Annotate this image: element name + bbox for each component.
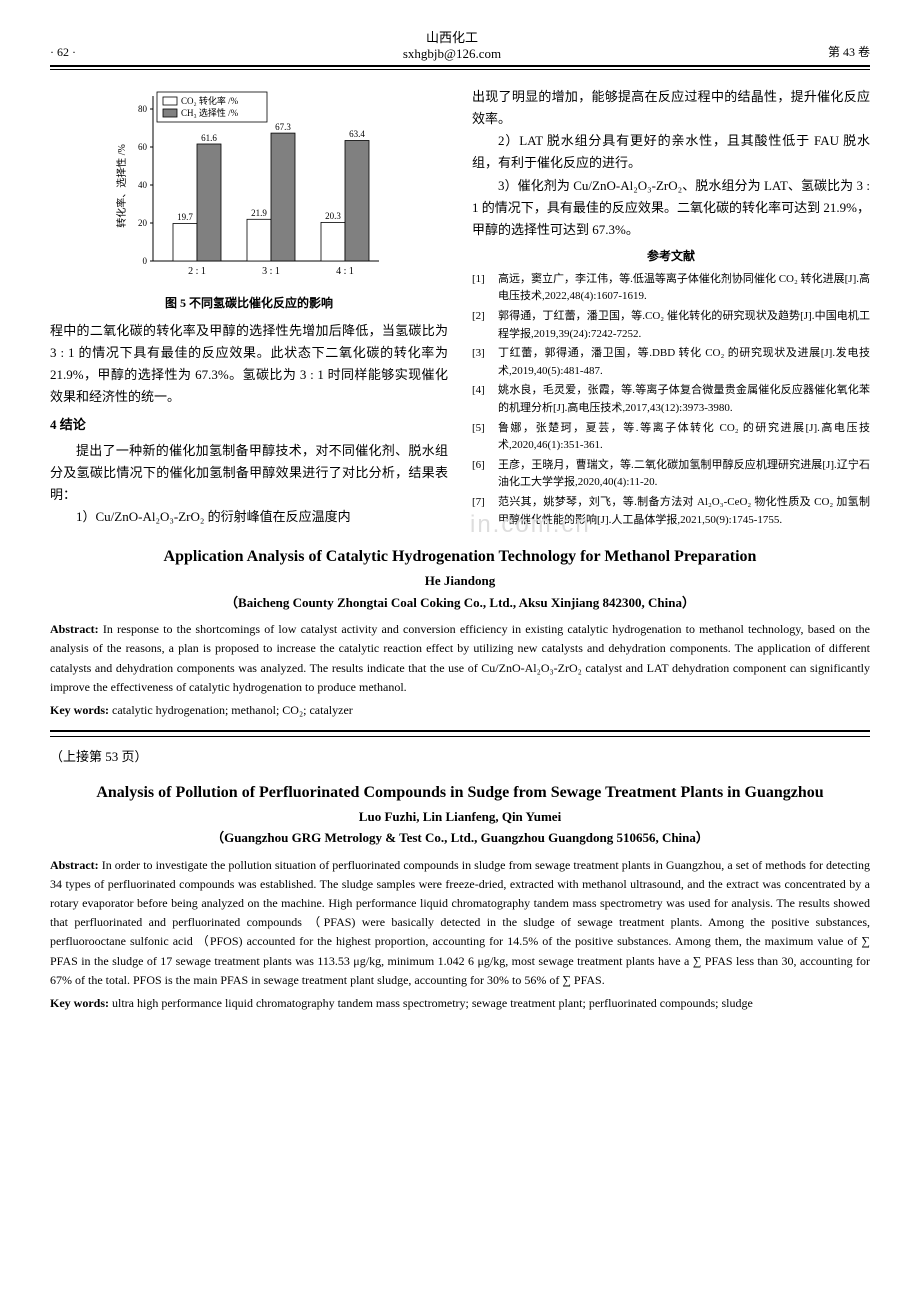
reference-text: 高远，窦立广，李江伟，等.低温等离子体催化剂协同催化 CO₂ 转化进展[J].高… [498, 271, 870, 306]
english-author-2: Luo Fuzhi, Lin Lianfeng, Qin Yumei [50, 807, 870, 827]
right-para-1: 出现了明显的增加，能够提高在反应过程中的结晶性，提升催化反应效率。 [472, 86, 870, 130]
abstract-label-2: Abstract: [50, 858, 99, 872]
volume-label: 第 43 卷 [828, 43, 870, 61]
svg-text:61.6: 61.6 [201, 133, 217, 143]
svg-text:80: 80 [138, 104, 148, 114]
abstract-text-1: In response to the shortcomings of low c… [50, 622, 870, 694]
reference-item: [5]鲁娜，张楚珂，夏芸，等.等离子体转化 CO₂ 的研究进展[J].高电压技术… [472, 420, 870, 455]
svg-text:2 : 1: 2 : 1 [188, 266, 206, 277]
journal-title: 山西化工 sxhgbjb@126.com [403, 30, 501, 61]
abstract-text-2: In order to investigate the pollution si… [50, 858, 870, 987]
english-abstract-1: Abstract: In response to the shortcoming… [50, 620, 870, 697]
svg-text:40: 40 [138, 180, 148, 190]
page-number: · 62 · [50, 43, 76, 61]
legend-1: CO₂ 转化率 /% [181, 95, 239, 106]
svg-text:20.3: 20.3 [325, 211, 341, 221]
reference-text: 丁红蕾，郭得通，潘卫国，等.DBD 转化 CO₂ 的研究现状及进展[J].发电技… [498, 345, 870, 380]
reference-text: 姚水良，毛灵爱，张霞，等.等离子体复合微量贵金属催化反应器催化氧化苯的机理分析[… [498, 382, 870, 417]
keywords-label-2: Key words: [50, 996, 109, 1010]
svg-text:19.7: 19.7 [177, 212, 193, 222]
section-4-heading: 4 结论 [50, 415, 448, 435]
reference-text: 王彦，王晓月，曹瑞文，等.二氧化碳加氢制甲醇反应机理研究进展[J].辽宁石油化工… [498, 457, 870, 492]
english-title-2: Analysis of Pollution of Perfluorinated … [50, 781, 870, 805]
english-keywords-2: Key words: ultra high performance liquid… [50, 994, 870, 1013]
right-para-2: 2）LAT 脱水组分具有更好的亲水性，且其酸性低于 FAU 脱水组，有利于催化反… [472, 130, 870, 174]
reference-item: [2]郭得通，丁红蕾，潘卫国，等.CO₂ 催化转化的研究现状及趋势[J].中国电… [472, 308, 870, 343]
reference-item: [3]丁红蕾，郭得通，潘卫国，等.DBD 转化 CO₂ 的研究现状及进展[J].… [472, 345, 870, 380]
svg-text:60: 60 [138, 142, 148, 152]
english-author-1: He Jiandong [50, 571, 870, 591]
reference-item: [1]高远，窦立广，李江伟，等.低温等离子体催化剂协同催化 CO₂ 转化进展[J… [472, 271, 870, 306]
reference-number: [2] [472, 308, 498, 343]
english-abstract-2: Abstract: In order to investigate the po… [50, 856, 870, 990]
page-header: · 62 · 山西化工 sxhgbjb@126.com 第 43 卷 [50, 30, 870, 67]
keywords-text-2: ultra high performance liquid chromatogr… [109, 996, 753, 1010]
reference-number: [3] [472, 345, 498, 380]
bar-chart: CO₂ 转化率 /% CH₃ 选择性 /% 0 20 40 60 80 [109, 86, 389, 286]
section-divider-thin [50, 736, 870, 737]
left-para-1: 程中的二氧化碳的转化率及甲醇的选择性先增加后降低，当氢碳比为 3 : 1 的情况… [50, 320, 448, 408]
journal-name: 山西化工 [403, 30, 501, 46]
svg-text:0: 0 [143, 256, 148, 266]
svg-text:4 : 1: 4 : 1 [336, 266, 354, 277]
left-para-3: 1）Cu/ZnO-Al₂O₃-ZrO₂ 的衍射峰值在反应温度内 [50, 506, 448, 528]
references-list: [1]高远，窦立广，李江伟，等.低温等离子体催化剂协同催化 CO₂ 转化进展[J… [472, 271, 870, 529]
reference-number: [7] [472, 494, 498, 529]
two-column-layout: CO₂ 转化率 /% CH₃ 选择性 /% 0 20 40 60 80 [50, 86, 870, 531]
left-column: CO₂ 转化率 /% CH₃ 选择性 /% 0 20 40 60 80 [50, 86, 448, 531]
chart-svg: CO₂ 转化率 /% CH₃ 选择性 /% 0 20 40 60 80 [109, 86, 389, 286]
english-affiliation-2: （Guangzhou GRG Metrology & Test Co., Ltd… [50, 828, 870, 848]
keywords-text-1: catalytic hydrogenation; methanol; CO₂; … [109, 703, 353, 717]
svg-text:21.9: 21.9 [251, 208, 267, 218]
reference-text: 范兴其，姚梦琴，刘飞，等.制备方法对 Al₂O₃-CeO₂ 物化性质及 CO₂ … [498, 494, 870, 529]
reference-item: [7]范兴其，姚梦琴，刘飞，等.制备方法对 Al₂O₃-CeO₂ 物化性质及 C… [472, 494, 870, 529]
reference-number: [4] [472, 382, 498, 417]
svg-text:转化率、选择性 /%: 转化率、选择性 /% [115, 144, 128, 228]
journal-email: sxhgbjb@126.com [403, 46, 501, 62]
reference-number: [5] [472, 420, 498, 455]
reference-text: 郭得通，丁红蕾，潘卫国，等.CO₂ 催化转化的研究现状及趋势[J].中国电机工程… [498, 308, 870, 343]
chart-caption: 图 5 不同氢碳比催化反应的影响 [50, 294, 448, 312]
svg-text:20: 20 [138, 218, 148, 228]
continuation-note: （上接第 53 页） [50, 747, 870, 767]
svg-text:3 : 1: 3 : 1 [262, 266, 280, 277]
references-heading: 参考文献 [472, 247, 870, 265]
reference-number: [6] [472, 457, 498, 492]
reference-text: 鲁娜，张楚珂，夏芸，等.等离子体转化 CO₂ 的研究进展[J].高电压技术,20… [498, 420, 870, 455]
right-para-3: 3）催化剂为 Cu/ZnO-Al₂O₃-ZrO₂、脱水组分为 LAT、氢碳比为 … [472, 175, 870, 241]
svg-text:63.4: 63.4 [349, 129, 365, 139]
english-affiliation-1: （Baicheng County Zhongtai Coal Coking Co… [50, 593, 870, 613]
left-para-2: 提出了一种新的催化加氢制备甲醇技术，对不同催化剂、脱水组分及氢碳比情况下的催化加… [50, 440, 448, 506]
reference-item: [4]姚水良，毛灵爱，张霞，等.等离子体复合微量贵金属催化反应器催化氧化苯的机理… [472, 382, 870, 417]
legend-2: CH₃ 选择性 /% [181, 107, 239, 118]
header-underline [50, 69, 870, 70]
reference-item: [6]王彦，王晓月，曹瑞文，等.二氧化碳加氢制甲醇反应机理研究进展[J].辽宁石… [472, 457, 870, 492]
keywords-label-1: Key words: [50, 703, 109, 717]
abstract-label-1: Abstract: [50, 622, 99, 636]
english-title-1: Application Analysis of Catalytic Hydrog… [50, 545, 870, 569]
svg-text:67.3: 67.3 [275, 122, 291, 132]
section-divider [50, 730, 870, 732]
right-column: 出现了明显的增加，能够提高在反应过程中的结晶性，提升催化反应效率。 2）LAT … [472, 86, 870, 531]
reference-number: [1] [472, 271, 498, 306]
english-keywords-1: Key words: catalytic hydrogenation; meth… [50, 701, 870, 720]
